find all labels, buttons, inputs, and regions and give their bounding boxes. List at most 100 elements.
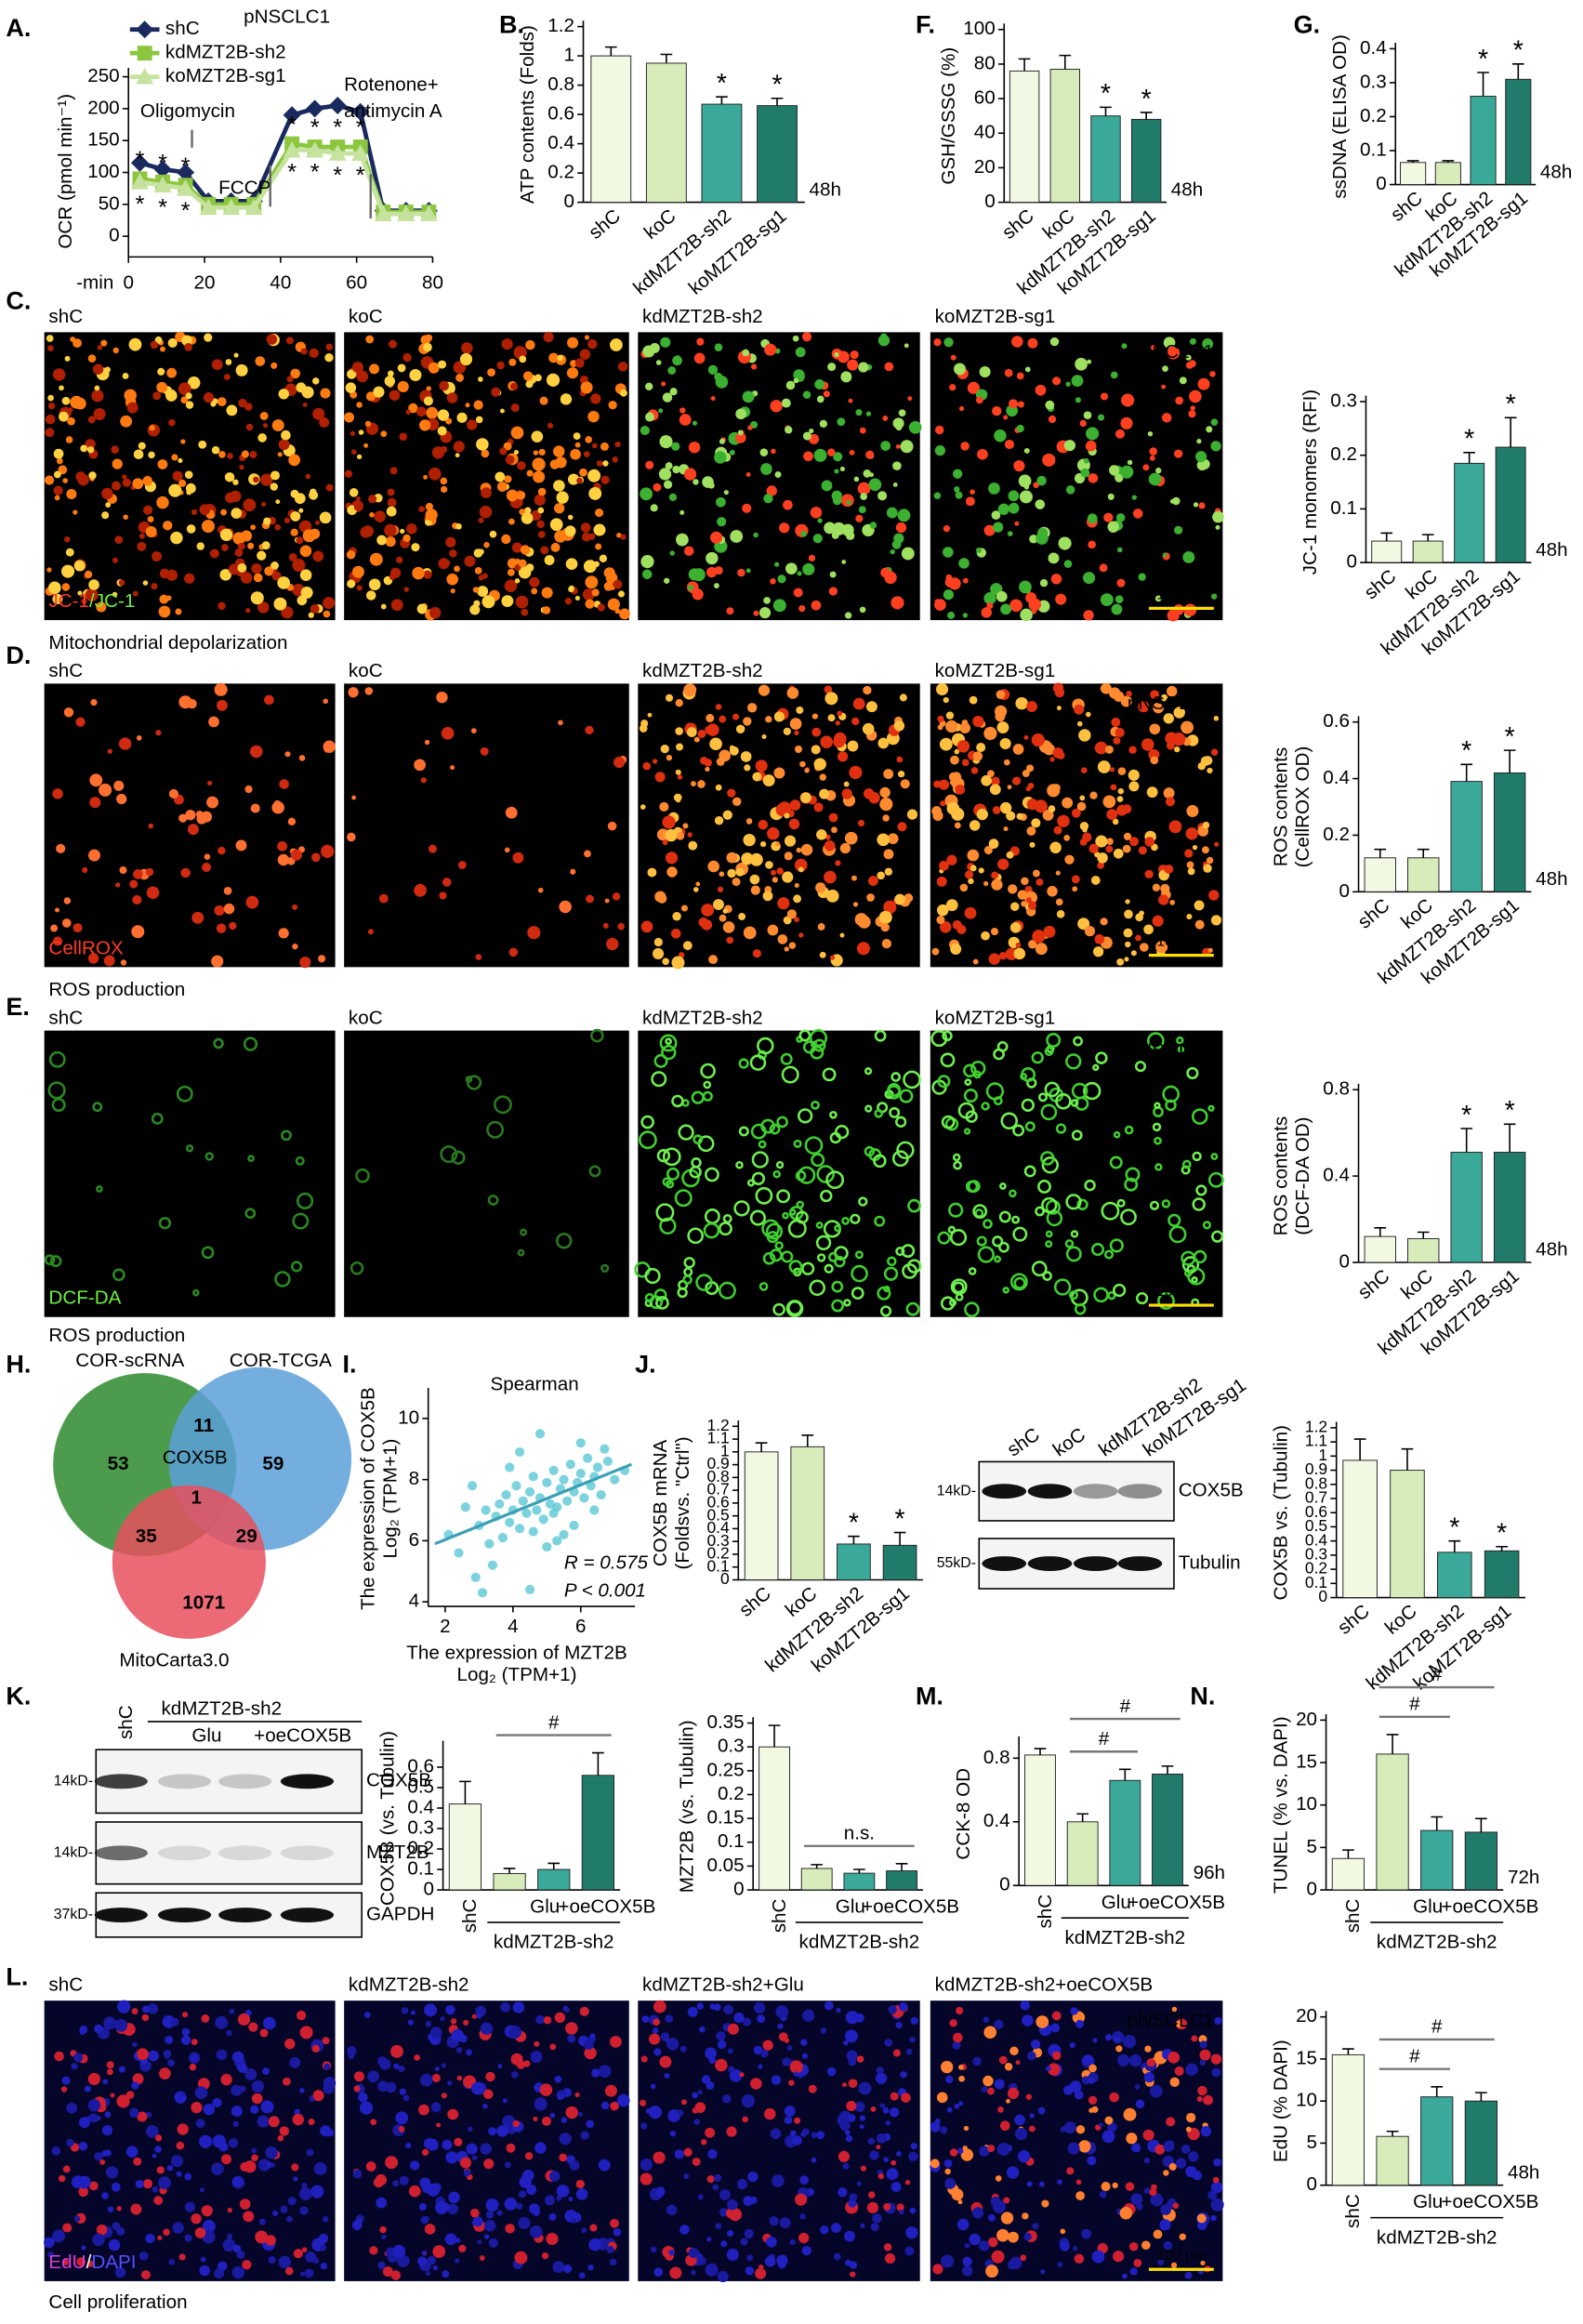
cell (1004, 759, 1010, 766)
cell (1191, 1108, 1208, 1125)
cell (1008, 2260, 1017, 2270)
cell (801, 2053, 809, 2059)
bar (1130, 118, 1162, 204)
cell (1023, 735, 1029, 740)
cell (1014, 2127, 1028, 2141)
y-axis-label: Log₂ (TPM+1) (379, 1439, 401, 1559)
cell (178, 695, 192, 709)
annotation: Oligomycin (140, 100, 235, 122)
cell (653, 937, 663, 947)
cell (1032, 930, 1046, 944)
cell (397, 380, 409, 393)
cell (874, 1108, 884, 1118)
cell (727, 2199, 738, 2211)
cell (1075, 2019, 1084, 2028)
cell (299, 957, 311, 969)
cell (458, 2244, 467, 2252)
y-tick-label: 1.1 (1305, 1432, 1327, 1450)
cell (85, 588, 99, 601)
cell (848, 2079, 858, 2089)
cell (367, 495, 377, 504)
cell (414, 883, 428, 897)
cell (1149, 455, 1155, 461)
significance: * (181, 198, 191, 224)
cell (833, 2252, 841, 2261)
point (470, 1572, 481, 1582)
cell (1052, 376, 1062, 386)
cell (583, 2039, 594, 2050)
cell (1113, 736, 1121, 745)
cell (287, 817, 297, 826)
cell (732, 713, 740, 720)
mw-marker: 14kD- (54, 1845, 93, 1861)
point (582, 1453, 593, 1463)
cell (1048, 415, 1057, 424)
cell (897, 508, 911, 522)
cell (1024, 1121, 1036, 1132)
cell (152, 2185, 159, 2193)
y-tick-label: 200 (87, 97, 119, 118)
cell (438, 558, 450, 570)
cell (1097, 414, 1105, 421)
cell (585, 725, 594, 735)
cell (812, 534, 823, 544)
cell (442, 2139, 453, 2150)
cell (139, 2251, 149, 2261)
cell (418, 2104, 429, 2116)
y-tick-label: 0 (720, 1569, 730, 1588)
cell (439, 891, 447, 900)
cell (1020, 2000, 1031, 2011)
cell (94, 2024, 103, 2034)
cell (101, 2125, 113, 2136)
cell (1039, 579, 1049, 588)
cell (1029, 2125, 1036, 2133)
cell (776, 1116, 788, 1129)
cell (998, 1210, 1011, 1223)
band (1073, 1484, 1118, 1499)
cell (277, 853, 290, 866)
cell (1029, 535, 1038, 544)
cell (659, 1217, 677, 1235)
cell (798, 2232, 810, 2244)
cell (732, 797, 742, 807)
cell (682, 823, 689, 829)
y-tick-label: 0.4 (547, 132, 574, 153)
cell (122, 478, 131, 487)
cell (714, 816, 724, 825)
cell (997, 2106, 1004, 2113)
cell (243, 498, 257, 512)
cell (1101, 682, 1112, 694)
cell (244, 1208, 257, 1220)
cell (753, 2001, 766, 2014)
cell (158, 605, 171, 618)
point (524, 1584, 535, 1595)
cell (62, 2223, 73, 2233)
cell (963, 2125, 970, 2132)
cell (105, 502, 112, 508)
cell (608, 401, 617, 410)
cell (421, 2183, 432, 2194)
cell (604, 2084, 617, 2097)
time-label: 48h (1536, 539, 1567, 561)
cell (841, 788, 852, 799)
cell (1007, 531, 1013, 536)
cell (380, 603, 387, 610)
cell (953, 1160, 962, 1170)
cell (827, 363, 837, 372)
cell (705, 2047, 718, 2060)
cell (774, 561, 780, 567)
cell (665, 2014, 674, 2023)
cell (137, 541, 147, 551)
cell (1020, 2254, 1027, 2262)
significance: * (1506, 390, 1516, 419)
cell (1169, 899, 1176, 905)
x-tick-label: shC (769, 1898, 790, 1933)
cell (465, 403, 470, 408)
cell (1174, 2066, 1184, 2076)
cell (51, 1098, 66, 1113)
cell (1168, 1225, 1187, 1244)
cell (468, 2126, 473, 2133)
cell (81, 2245, 86, 2251)
cell (774, 471, 782, 479)
cell (936, 682, 949, 696)
